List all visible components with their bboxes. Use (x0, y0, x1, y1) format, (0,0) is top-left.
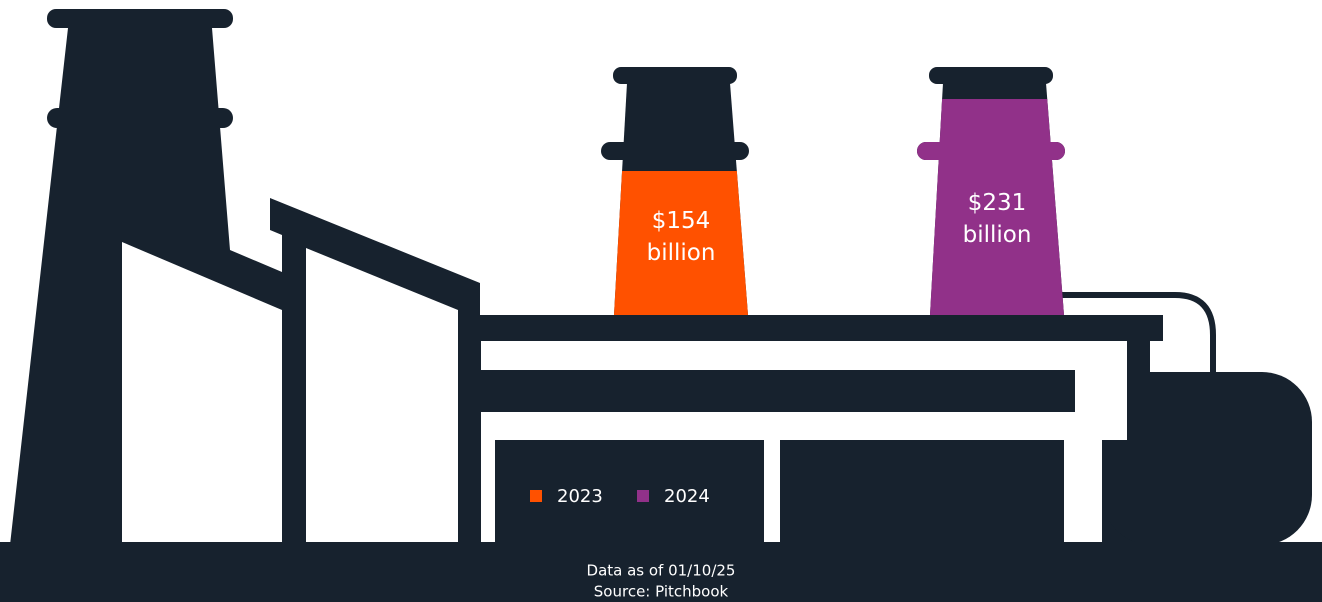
legend-label: 2024 (664, 486, 710, 507)
legend: 2023 2024 (530, 486, 710, 507)
pillar-gap (764, 440, 780, 542)
window-band (1075, 370, 1127, 440)
legend-swatch (530, 490, 542, 502)
value-label: $154 billion (646, 208, 716, 266)
footnote: Data as of 01/10/25 (587, 562, 736, 580)
legend-label: 2023 (557, 486, 603, 507)
chimney-part (601, 142, 749, 160)
chimney-part (613, 67, 737, 84)
tank (1102, 372, 1312, 545)
pillar-gap (1064, 440, 1102, 542)
footnote: Source: Pitchbook (594, 583, 729, 601)
tower-collar (47, 108, 233, 128)
value-label: $231 billion (962, 190, 1032, 248)
legend-swatch (637, 490, 649, 502)
pillar-gap (481, 440, 495, 542)
bar (917, 99, 1065, 315)
wall (306, 248, 458, 542)
ground (0, 542, 1322, 602)
chimneys (601, 67, 1065, 315)
chimney-part (929, 67, 1053, 84)
wall (122, 242, 282, 542)
factory-openings (122, 242, 1163, 542)
window-band (481, 341, 1130, 370)
tower-cap (47, 9, 233, 28)
pillar-gap (1150, 341, 1163, 372)
pipe (1062, 292, 1216, 372)
stub (1127, 341, 1150, 381)
bar (601, 171, 749, 315)
window-band (481, 412, 1075, 440)
